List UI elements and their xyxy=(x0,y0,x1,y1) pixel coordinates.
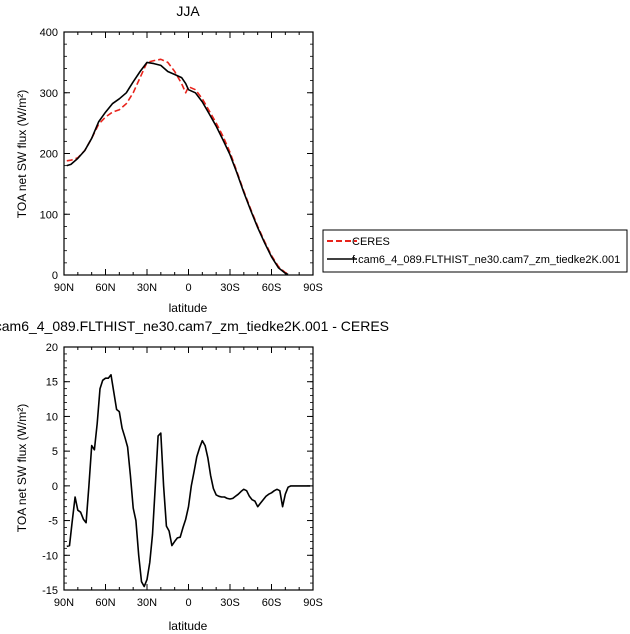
top-legend: CERES f.cam6_4_089.FLTHIST_ne30.cam7_zm_… xyxy=(322,229,628,273)
x-tick-label: 60N xyxy=(95,597,115,609)
y-tick-label: 15 xyxy=(46,377,58,389)
legend-label-ceres: CERES xyxy=(352,236,390,248)
y-tick-label: 200 xyxy=(40,149,58,161)
plot-frame xyxy=(63,31,314,276)
y-tick-label: -10 xyxy=(42,550,58,562)
x-tick-label: 0 xyxy=(185,597,191,609)
x-tick-label: 60N xyxy=(95,282,115,294)
y-tick-label: 400 xyxy=(40,27,58,39)
x-tick-label: 90S xyxy=(303,282,323,294)
difference-series-line xyxy=(66,373,311,588)
x-tick-label: 60S xyxy=(262,282,282,294)
x-tick-label: 30N xyxy=(137,597,157,609)
y-tick-label: 20 xyxy=(46,342,58,354)
top-panel: JJA 90N 60N 30N 0 30S 60S 90S 0 100 200 300 400 lat… xyxy=(15,3,628,315)
y-tick-label: 10 xyxy=(46,411,58,423)
y-tick-label: 100 xyxy=(40,209,58,221)
x-tick-label: 30S xyxy=(220,282,240,294)
bottom-ylabel: TOA net SW flux (W/m²) xyxy=(15,404,29,532)
y-tick-label: -5 xyxy=(48,516,58,528)
x-tick-label: 0 xyxy=(185,282,191,294)
x-tick-label: 90N xyxy=(54,282,74,294)
top-xlabel: latitude xyxy=(169,301,208,315)
y-tick-label: -15 xyxy=(42,585,58,597)
bottom-panel: f.cam6_4_089.FLTHIST_ne30.cam7_zm_tiedke… xyxy=(0,318,389,633)
top-title: JJA xyxy=(176,3,200,19)
legend-box xyxy=(322,229,628,273)
top-plot-area: 90N 60N 30N 0 30S 60S 90S 0 100 200 300 400 xyxy=(40,27,323,294)
y-tick-label: 0 xyxy=(52,481,58,493)
x-tick-label: 90S xyxy=(303,597,323,609)
bottom-plot-area: 90N 60N 30N 0 30S 60S 90S -15 -10 -5 0 5 10 15 20 xyxy=(42,342,323,609)
model-series-line xyxy=(66,61,289,276)
bottom-title: f.cam6_4_089.FLTHIST_ne30.cam7_zm_tiedke… xyxy=(0,318,389,334)
x-tick-label: 30S xyxy=(220,597,240,609)
top-ylabel: TOA net SW flux (W/m²) xyxy=(15,90,29,218)
x-tick-label: 60S xyxy=(262,597,282,609)
y-tick-label: 0 xyxy=(52,270,58,282)
bottom-xlabel: latitude xyxy=(169,619,208,633)
x-tick-label: 90N xyxy=(54,597,74,609)
y-tick-label: 5 xyxy=(52,446,58,458)
ceres-series-line xyxy=(66,58,289,275)
y-tick-label: 300 xyxy=(40,88,58,100)
legend-label-model: f.cam6_4_089.FLTHIST_ne30.cam7_zm_tiedke… xyxy=(352,254,620,266)
x-tick-label: 30N xyxy=(137,282,157,294)
